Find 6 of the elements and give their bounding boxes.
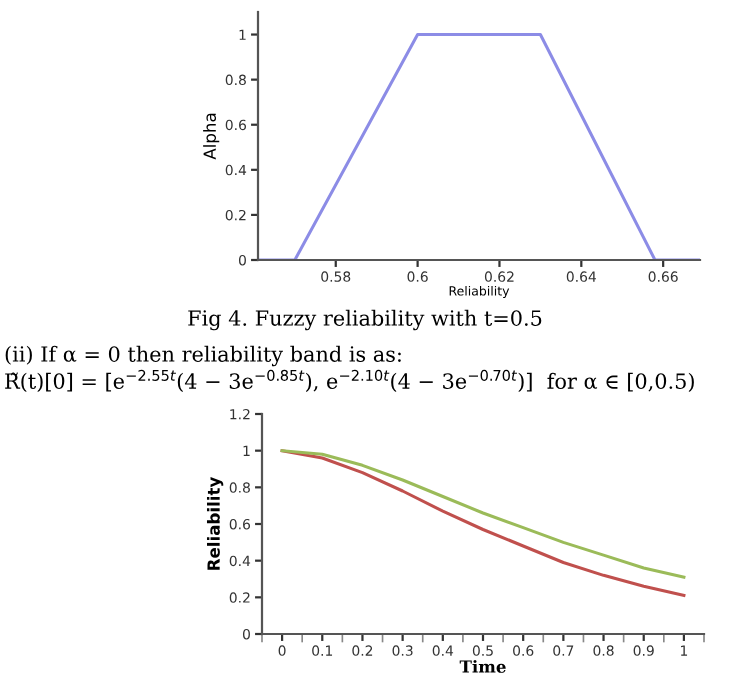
caption: Fig 4. Fuzzy reliability with t=0.5 bbox=[188, 309, 542, 331]
y-axis-title: Reliability bbox=[206, 476, 224, 570]
y-axis-title: Alpha bbox=[203, 113, 220, 160]
text: R̃(t)[0] = [e$^{−2.55t}$(4 − 3e$^{−0.85t}$), e$^{−2.10t}$(4 − 3e$^{−0.70t}$)] for α ∈ [0,0.5) bbox=[5, 369, 694, 392]
x-axis-title: Time bbox=[459, 659, 506, 673]
text: (ii) If α = 0 then reliability band is as: bbox=[5, 345, 401, 367]
